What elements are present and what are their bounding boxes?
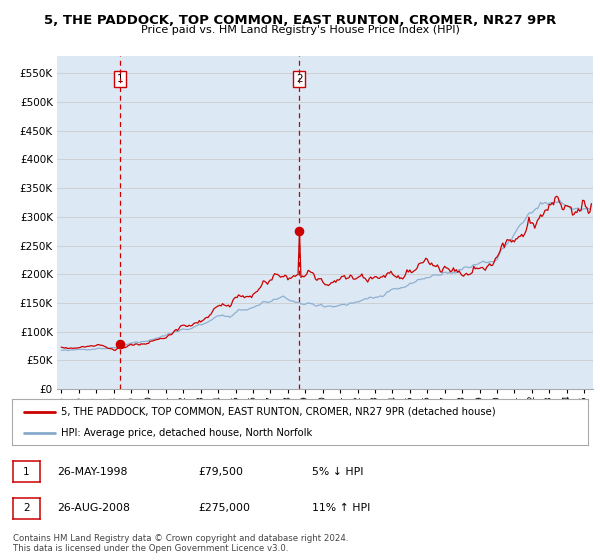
Text: 1: 1 xyxy=(117,74,124,84)
Point xyxy=(295,227,304,236)
Text: 5, THE PADDOCK, TOP COMMON, EAST RUNTON, CROMER, NR27 9PR: 5, THE PADDOCK, TOP COMMON, EAST RUNTON,… xyxy=(44,14,556,27)
Text: 11% ↑ HPI: 11% ↑ HPI xyxy=(312,503,370,514)
Text: Contains HM Land Registry data © Crown copyright and database right 2024.
This d: Contains HM Land Registry data © Crown c… xyxy=(13,534,349,553)
Text: 2: 2 xyxy=(296,74,302,84)
Text: HPI: Average price, detached house, North Norfolk: HPI: Average price, detached house, Nort… xyxy=(61,428,312,438)
Text: £275,000: £275,000 xyxy=(198,503,250,514)
Text: 26-MAY-1998: 26-MAY-1998 xyxy=(57,466,127,477)
Text: 2: 2 xyxy=(23,503,30,514)
Text: £79,500: £79,500 xyxy=(198,466,243,477)
Point xyxy=(115,339,125,348)
Text: Price paid vs. HM Land Registry's House Price Index (HPI): Price paid vs. HM Land Registry's House … xyxy=(140,25,460,35)
Text: 5% ↓ HPI: 5% ↓ HPI xyxy=(312,466,364,477)
Text: 1: 1 xyxy=(23,466,30,477)
Text: 5, THE PADDOCK, TOP COMMON, EAST RUNTON, CROMER, NR27 9PR (detached house): 5, THE PADDOCK, TOP COMMON, EAST RUNTON,… xyxy=(61,407,496,417)
Text: 26-AUG-2008: 26-AUG-2008 xyxy=(57,503,130,514)
